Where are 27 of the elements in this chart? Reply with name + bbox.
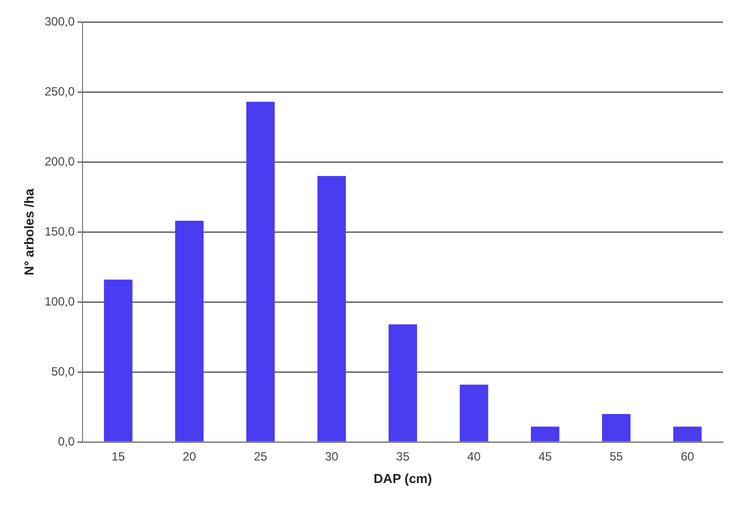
x-tick-label: 25: [254, 450, 268, 464]
y-tick-label: 200,0: [44, 154, 75, 168]
x-tick-label: 45: [538, 450, 552, 464]
x-tick-label: 60: [680, 450, 694, 464]
y-tick-label: 0,0: [58, 434, 75, 448]
bar: [175, 220, 204, 442]
x-tick-label: 55: [610, 450, 624, 464]
bar: [602, 414, 630, 442]
x-axis-title: DAP (cm): [374, 470, 432, 486]
x-tick-label: 30: [324, 450, 339, 464]
x-tick-label: 40: [467, 450, 481, 464]
x-tick-label: 35: [396, 450, 410, 464]
bar: [530, 426, 560, 442]
bar: [460, 384, 488, 442]
y-tick-label: 100,0: [44, 294, 75, 308]
bar: [246, 102, 275, 442]
bar: [388, 324, 418, 442]
x-tick-label: 20: [182, 450, 196, 464]
y-tick-label: 50,0: [51, 364, 75, 378]
y-tick-label: 300,0: [44, 14, 75, 28]
bar: [104, 280, 132, 442]
bar: [317, 176, 346, 442]
bar: [673, 426, 702, 442]
y-axis-title: N° arboles /ha: [21, 188, 36, 276]
y-tick-label: 150,0: [44, 224, 75, 238]
y-tick-label: 250,0: [44, 84, 75, 98]
x-tick-label: 15: [112, 450, 126, 464]
